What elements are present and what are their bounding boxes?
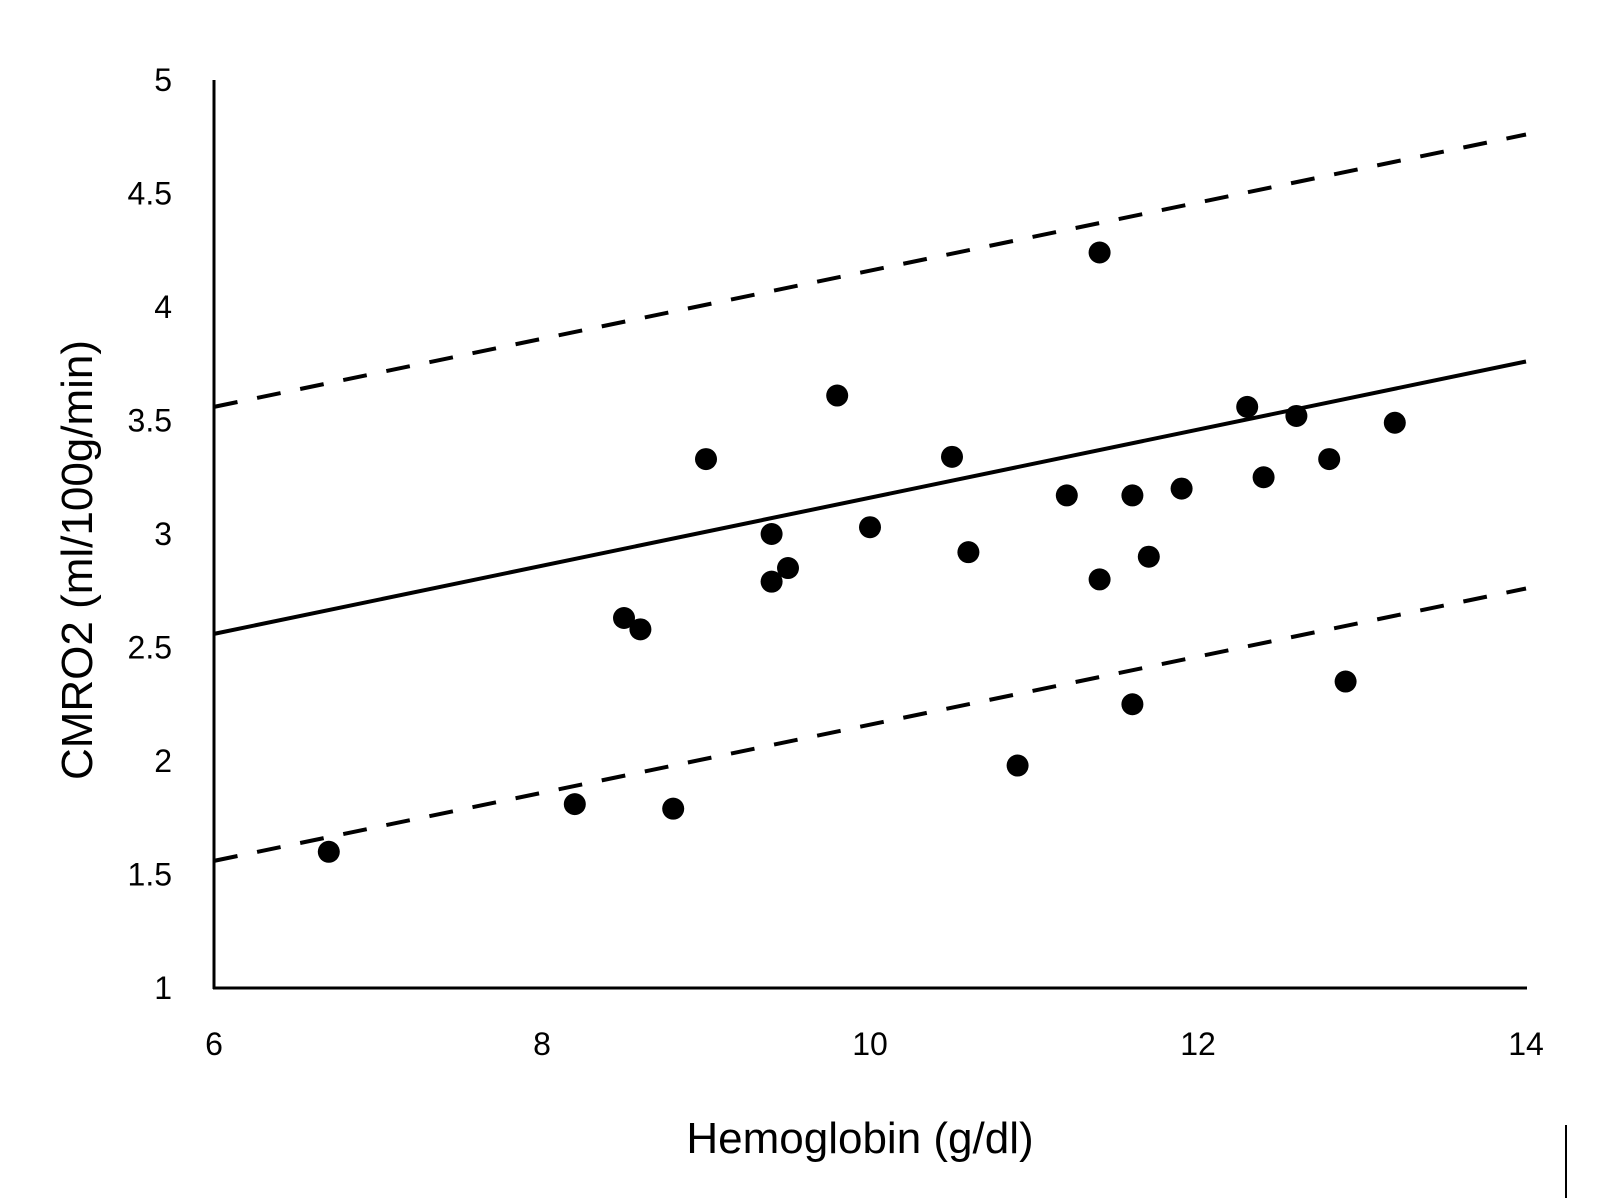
y-tick-label: 1.5 — [128, 857, 172, 893]
data-point — [1383, 411, 1406, 434]
upper-bound-line — [213, 132, 1527, 409]
y-tick-label: 2 — [154, 743, 172, 779]
lower-bound-line — [213, 586, 1527, 863]
data-point — [826, 384, 849, 407]
x-axis-title: Hemoglobin (g/dl) — [686, 1114, 1033, 1163]
x-tick-label: 14 — [1508, 1026, 1544, 1062]
x-tick-labels: 6 8 10 12 14 — [205, 1026, 1544, 1062]
y-tick-label: 2.5 — [128, 630, 172, 666]
y-tick-label: 4.5 — [128, 176, 172, 212]
data-point — [317, 840, 340, 863]
data-point — [777, 557, 799, 580]
data-point — [629, 618, 652, 641]
data-point — [1006, 754, 1029, 777]
data-point — [941, 445, 963, 468]
data-point — [957, 541, 980, 564]
x-tick-label: 8 — [533, 1026, 551, 1062]
regression-line — [213, 359, 1527, 636]
data-point — [1121, 484, 1144, 507]
y-tick-label: 3 — [154, 516, 172, 552]
data-point — [1334, 670, 1357, 693]
data-point — [1318, 448, 1341, 471]
data-point — [695, 448, 717, 471]
data-point — [1055, 484, 1078, 507]
data-point — [760, 523, 783, 545]
y-tick-label: 3.5 — [128, 403, 172, 439]
y-tick-label: 1 — [154, 970, 172, 1006]
trend-lines — [213, 132, 1527, 863]
data-point — [613, 606, 635, 629]
data-point — [662, 797, 685, 820]
x-tick-label: 6 — [205, 1026, 223, 1062]
data-point — [1137, 545, 1160, 568]
data-point — [1170, 477, 1193, 500]
data-point — [859, 516, 881, 539]
x-tick-label: 12 — [1180, 1026, 1216, 1062]
data-point — [1285, 404, 1308, 427]
x-tick-label: 10 — [852, 1026, 888, 1062]
y-tick-label: 4 — [154, 289, 172, 325]
data-point — [1236, 395, 1259, 418]
data-point — [1121, 693, 1144, 716]
data-point — [563, 793, 586, 816]
y-tick-label: 5 — [154, 62, 172, 98]
y-tick-labels: 1 1.5 2 2.5 3 3.5 4 4.5 5 — [128, 62, 172, 1006]
y-axis-title: CMRO2 (ml/100g/min) — [53, 340, 102, 780]
data-point — [760, 570, 783, 593]
data-points — [317, 241, 1406, 863]
data-point — [1252, 466, 1275, 489]
data-point — [1088, 568, 1111, 591]
data-point — [1088, 241, 1111, 264]
